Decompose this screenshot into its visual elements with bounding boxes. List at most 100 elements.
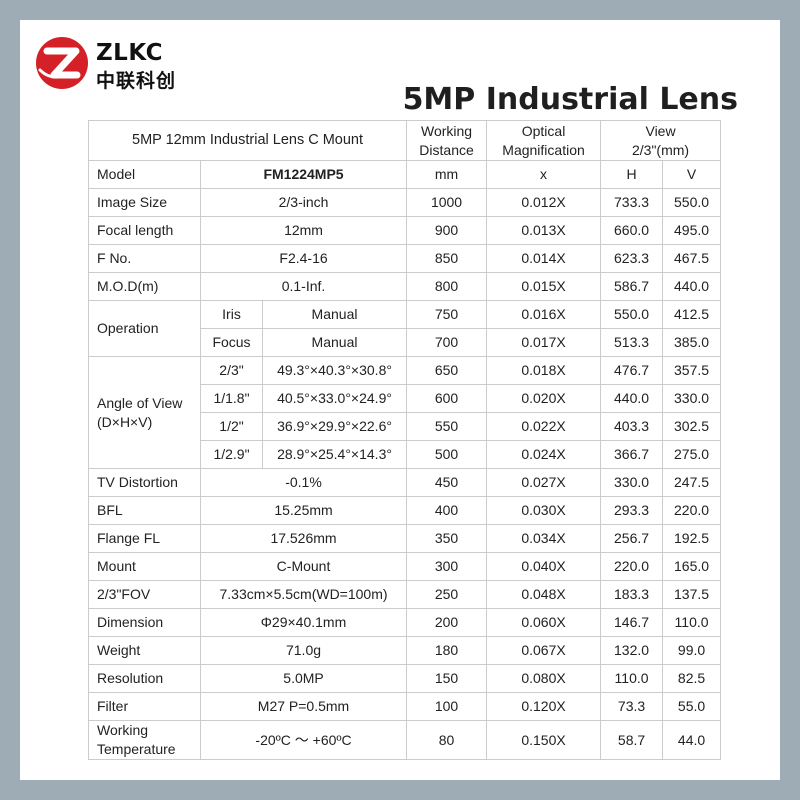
header-view: View 2/3"(mm) bbox=[600, 120, 722, 161]
view-v-value: 440.0 bbox=[662, 272, 722, 301]
spec-table-title: 5MP 12mm Industrial Lens C Mount bbox=[87, 120, 408, 161]
aov-format: 1/2.9" bbox=[200, 440, 263, 469]
table-row: Focus Manual 700 0.017X 513.3 385.0 bbox=[89, 328, 722, 357]
om-value: 0.013X bbox=[486, 216, 602, 245]
table-row: M.O.D(m) 0.1-Inf. 800 0.015X 586.7 440.0 bbox=[88, 272, 722, 301]
view-v-value: 302.5 bbox=[662, 412, 722, 441]
table-row: Resolution 5.0MP 150 0.080X 110.0 82.5 bbox=[88, 664, 722, 693]
spec-label-model: Model bbox=[88, 160, 201, 189]
view-h-value: 733.3 bbox=[600, 188, 664, 217]
spec-label-f-no: F No. bbox=[88, 244, 201, 273]
view-v-value: 247.5 bbox=[662, 468, 722, 497]
wd-value: 100 bbox=[406, 692, 488, 721]
table-row: Weight 71.0g 180 0.067X 132.0 99.0 bbox=[88, 636, 722, 665]
om-value: 0.120X bbox=[486, 692, 602, 721]
om-value: 0.048X bbox=[486, 580, 602, 609]
wd-value: 400 bbox=[406, 496, 488, 525]
table-row: Dimension Φ29×40.1mm 200 0.060X 146.7 11… bbox=[88, 608, 722, 637]
view-h-value: 110.0 bbox=[600, 664, 664, 693]
unit-wd: mm bbox=[406, 160, 488, 189]
om-value: 0.027X bbox=[486, 468, 602, 497]
spec-label-bfl: BFL bbox=[88, 496, 201, 525]
view-h-value: 586.7 bbox=[600, 272, 664, 301]
view-v-value: 55.0 bbox=[662, 692, 722, 721]
view-h-value: 132.0 bbox=[600, 636, 664, 665]
brand-mark-icon bbox=[36, 37, 88, 89]
view-v-value: 44.0 bbox=[662, 720, 722, 760]
table-row: Filter M27 P=0.5mm 100 0.120X 73.3 55.0 bbox=[88, 692, 722, 721]
table-row: Operation Iris Manual 750 0.016X 550.0 4… bbox=[88, 300, 722, 357]
spec-label-angle-of-view: Angle of View (D×H×V) bbox=[88, 356, 201, 469]
aov-value: 40.5°×33.0°×24.9° bbox=[261, 384, 408, 413]
wd-value: 350 bbox=[406, 524, 488, 553]
view-h-value: 476.7 bbox=[600, 356, 664, 385]
view-h-value: 293.3 bbox=[600, 496, 664, 525]
view-v-value: 192.5 bbox=[662, 524, 722, 553]
om-value: 0.080X bbox=[486, 664, 602, 693]
table-header-row: 5MP 12mm Industrial Lens C Mount Working… bbox=[87, 120, 722, 161]
spec-sublabel-focus: Focus bbox=[200, 328, 263, 357]
spec-label-dimension: Dimension bbox=[88, 608, 201, 637]
spec-value-fov: 7.33cm×5.5cm(WD=100m) bbox=[199, 580, 408, 609]
table-row: TV Distortion -0.1% 450 0.027X 330.0 247… bbox=[88, 468, 722, 497]
view-v-value: 385.0 bbox=[662, 328, 722, 357]
table-row: Mount C-Mount 300 0.040X 220.0 165.0 bbox=[88, 552, 722, 581]
spec-label-mount: Mount bbox=[88, 552, 201, 581]
wd-value: 550 bbox=[406, 412, 488, 441]
om-value: 0.016X bbox=[486, 300, 602, 329]
spec-table: 5MP 12mm Industrial Lens C Mount Working… bbox=[87, 120, 722, 760]
spec-label-tv-distortion: TV Distortion bbox=[88, 468, 201, 497]
om-value: 0.024X bbox=[486, 440, 602, 469]
unit-v: V bbox=[662, 160, 722, 189]
spec-sublabel-iris: Iris bbox=[200, 300, 263, 329]
aov-value: 36.9°×29.9°×22.6° bbox=[261, 412, 408, 441]
wd-value: 750 bbox=[406, 300, 488, 329]
view-h-value: 660.0 bbox=[600, 216, 664, 245]
spec-value-filter: M27 P=0.5mm bbox=[199, 692, 408, 721]
view-v-value: 220.0 bbox=[662, 496, 722, 525]
view-h-value: 220.0 bbox=[600, 552, 664, 581]
unit-h: H bbox=[600, 160, 664, 189]
spec-label-focal-length: Focal length bbox=[88, 216, 201, 245]
om-value: 0.020X bbox=[486, 384, 602, 413]
header-working-distance: Working Distance bbox=[406, 120, 488, 161]
view-h-value: 183.3 bbox=[600, 580, 664, 609]
table-row: Flange FL 17.526mm 350 0.034X 256.7 192.… bbox=[88, 524, 722, 553]
wd-value: 150 bbox=[406, 664, 488, 693]
table-row: 2/3"FOV 7.33cm×5.5cm(WD=100m) 250 0.048X… bbox=[88, 580, 722, 609]
spec-value-tv-distortion: -0.1% bbox=[199, 468, 408, 497]
wd-value: 900 bbox=[406, 216, 488, 245]
brand-name-cn: 中联科创 bbox=[96, 70, 177, 92]
view-v-value: 357.5 bbox=[662, 356, 722, 385]
table-row: BFL 15.25mm 400 0.030X 293.3 220.0 bbox=[88, 496, 722, 525]
wd-value: 250 bbox=[406, 580, 488, 609]
view-v-value: 412.5 bbox=[662, 300, 722, 329]
table-row: Angle of View (D×H×V) 2/3" 49.3°×40.3°×30… bbox=[88, 356, 722, 469]
spec-label-fov: 2/3"FOV bbox=[88, 580, 201, 609]
view-v-value: 550.0 bbox=[662, 188, 722, 217]
view-v-value: 275.0 bbox=[662, 440, 722, 469]
spec-value-flange-fl: 17.526mm bbox=[199, 524, 408, 553]
table-row: 1/1.8" 40.5°×33.0°×24.9° 600 0.020X 440.… bbox=[89, 384, 722, 413]
spec-label-image-size: Image Size bbox=[88, 188, 201, 217]
spec-value-mod: 0.1-Inf. bbox=[199, 272, 408, 301]
table-row: 1/2" 36.9°×29.9°×22.6° 550 0.022X 403.3 … bbox=[89, 412, 722, 441]
om-value: 0.067X bbox=[486, 636, 602, 665]
om-value: 0.034X bbox=[486, 524, 602, 553]
view-v-value: 330.0 bbox=[662, 384, 722, 413]
om-value: 0.040X bbox=[486, 552, 602, 581]
view-h-value: 366.7 bbox=[600, 440, 664, 469]
wd-value: 200 bbox=[406, 608, 488, 637]
om-value: 0.014X bbox=[486, 244, 602, 273]
spec-label-flange-fl: Flange FL bbox=[88, 524, 201, 553]
om-value: 0.018X bbox=[486, 356, 602, 385]
spec-label-weight: Weight bbox=[88, 636, 201, 665]
om-value: 0.030X bbox=[486, 496, 602, 525]
spec-value-mount: C-Mount bbox=[199, 552, 408, 581]
spec-value-model: FM1224MP5 bbox=[199, 160, 408, 189]
wd-value: 500 bbox=[406, 440, 488, 469]
unit-om: x bbox=[486, 160, 602, 189]
om-value: 0.017X bbox=[486, 328, 602, 357]
view-h-value: 513.3 bbox=[600, 328, 664, 357]
om-value: 0.015X bbox=[486, 272, 602, 301]
